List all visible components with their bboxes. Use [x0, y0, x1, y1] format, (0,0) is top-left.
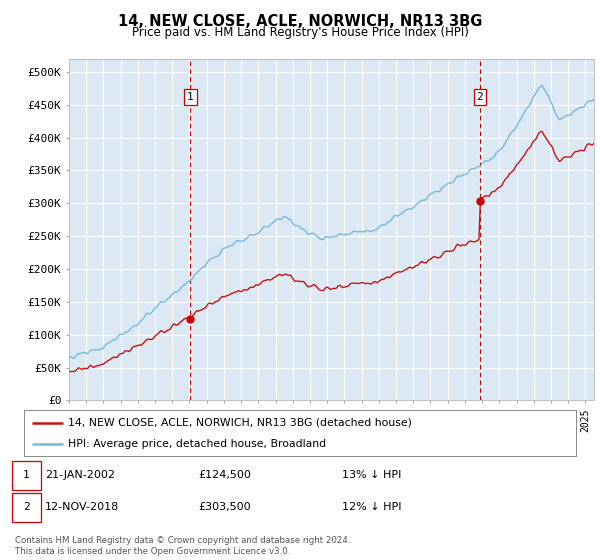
Text: 14, NEW CLOSE, ACLE, NORWICH, NR13 3BG: 14, NEW CLOSE, ACLE, NORWICH, NR13 3BG: [118, 14, 482, 29]
Text: £303,500: £303,500: [198, 502, 251, 512]
Text: 1: 1: [187, 92, 194, 102]
Text: 13% ↓ HPI: 13% ↓ HPI: [342, 470, 401, 480]
Point: [475, 197, 485, 206]
Text: 1: 1: [23, 470, 30, 480]
Text: 12-NOV-2018: 12-NOV-2018: [45, 502, 119, 512]
Text: 14, NEW CLOSE, ACLE, NORWICH, NR13 3BG (detached house): 14, NEW CLOSE, ACLE, NORWICH, NR13 3BG (…: [68, 418, 412, 428]
Text: HPI: Average price, detached house, Broadland: HPI: Average price, detached house, Broa…: [68, 438, 326, 449]
Text: 21-JAN-2002: 21-JAN-2002: [45, 470, 115, 480]
Text: Price paid vs. HM Land Registry's House Price Index (HPI): Price paid vs. HM Land Registry's House …: [131, 26, 469, 39]
Text: 2: 2: [476, 92, 483, 102]
Text: £124,500: £124,500: [198, 470, 251, 480]
Text: 2: 2: [23, 502, 30, 512]
Point: [185, 314, 195, 323]
Text: Contains HM Land Registry data © Crown copyright and database right 2024.
This d: Contains HM Land Registry data © Crown c…: [15, 536, 350, 556]
Text: 12% ↓ HPI: 12% ↓ HPI: [342, 502, 401, 512]
